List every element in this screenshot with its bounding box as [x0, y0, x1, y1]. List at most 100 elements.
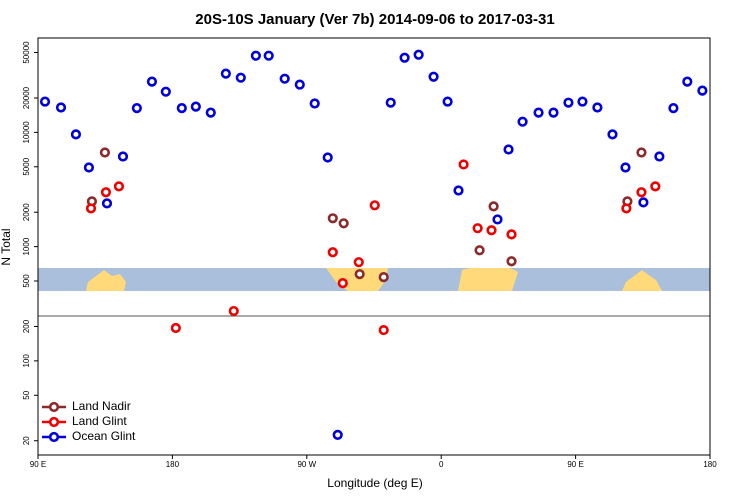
x-tick-label: 180: [703, 460, 717, 469]
x-axis-label: Longitude (deg E): [327, 476, 422, 490]
data-point: [353, 257, 364, 268]
data-point: [654, 151, 665, 162]
data-point: [354, 269, 365, 280]
data-point: [263, 50, 274, 61]
data-point: [697, 85, 708, 96]
data-point: [636, 147, 647, 158]
data-point: [472, 223, 483, 234]
data-point: [413, 49, 424, 60]
data-point: [385, 97, 396, 108]
data-point: [70, 129, 82, 140]
data-point: [399, 52, 410, 63]
x-tick-label: 90 W: [297, 460, 316, 469]
data-point: [327, 213, 338, 224]
data-point: [117, 151, 129, 162]
y-tick-label: 1000: [22, 237, 31, 255]
data-point: [279, 73, 290, 84]
data-point: [322, 152, 333, 163]
data-point: [99, 147, 111, 158]
data-point: [160, 86, 171, 97]
x-tick-label: 90 E: [30, 460, 46, 469]
data-point: [607, 129, 618, 140]
data-point: [506, 229, 517, 240]
data-point: [83, 162, 95, 173]
data-point: [458, 159, 469, 170]
data-point: [506, 256, 517, 267]
legend-label: Ocean Glint: [72, 429, 136, 443]
land-shape: [458, 268, 518, 291]
data-point: [250, 50, 261, 61]
legend-marker: [48, 431, 60, 443]
data-point: [176, 103, 187, 114]
data-point: [378, 324, 389, 336]
legend-marker: [48, 401, 60, 413]
data-point: [442, 96, 453, 107]
data-point: [228, 305, 239, 317]
x-tick-label: 90 E: [567, 460, 583, 469]
data-point: [592, 102, 603, 113]
data-point: [488, 201, 499, 212]
data-point: [577, 96, 588, 107]
data-point: [332, 429, 343, 440]
data-point: [327, 247, 338, 258]
data-point: [85, 203, 97, 214]
data-point: [620, 162, 631, 173]
y-tick-label: 200: [22, 319, 31, 333]
data-point: [378, 272, 389, 283]
data-point: [453, 185, 464, 196]
land-shape: [86, 270, 126, 291]
data-point: [235, 72, 246, 83]
y-tick-label: 2000: [22, 203, 31, 221]
data-point: [548, 107, 559, 118]
y-tick-label: 100: [22, 354, 31, 368]
data-point: [563, 97, 574, 108]
y-axis-label: N Total: [0, 228, 13, 265]
data-point: [474, 245, 485, 256]
legend-label: Land Glint: [72, 414, 127, 428]
y-tick-label: 20000: [22, 86, 31, 109]
data-point: [205, 107, 216, 118]
data-point: [668, 103, 679, 114]
x-tick-label: 0: [439, 460, 444, 469]
data-point: [492, 214, 503, 225]
data-point: [517, 116, 528, 127]
legend-marker: [48, 416, 60, 428]
y-tick-label: 10000: [22, 121, 31, 144]
data-point: [170, 322, 181, 334]
y-tick-label: 500: [22, 274, 31, 288]
data-point: [650, 181, 661, 192]
data-point: [486, 225, 497, 236]
data-point: [636, 187, 647, 198]
data-point: [39, 96, 51, 107]
data-point: [428, 71, 439, 82]
data-point: [100, 187, 112, 198]
data-point: [503, 144, 514, 155]
land-shape: [622, 270, 662, 291]
map-band: [38, 268, 710, 291]
data-point: [309, 98, 320, 109]
data-point: [682, 76, 693, 87]
data-point: [190, 101, 201, 112]
data-point: [220, 68, 231, 79]
legend-label: Land Nadir: [72, 399, 131, 413]
plot-frame: [37, 37, 711, 456]
data-point: [294, 79, 305, 90]
data-point: [338, 218, 349, 229]
data-point: [638, 197, 649, 208]
data-point: [101, 198, 113, 209]
data-point: [337, 278, 348, 289]
data-point: [55, 102, 67, 113]
chart-title: 20S-10S January (Ver 7b) 2014-09-06 to 2…: [195, 11, 554, 28]
y-tick-label: 5000: [22, 157, 31, 175]
x-tick-label: 180: [166, 460, 180, 469]
data-point: [131, 103, 142, 114]
y-tick-label: 50: [22, 390, 31, 399]
data-point: [146, 76, 158, 87]
y-tick-label: 50000: [22, 41, 31, 64]
data-point: [113, 181, 125, 192]
data-point: [621, 203, 632, 214]
data-point: [533, 107, 544, 118]
data-point: [369, 200, 380, 211]
y-tick-label: 20: [22, 436, 31, 445]
